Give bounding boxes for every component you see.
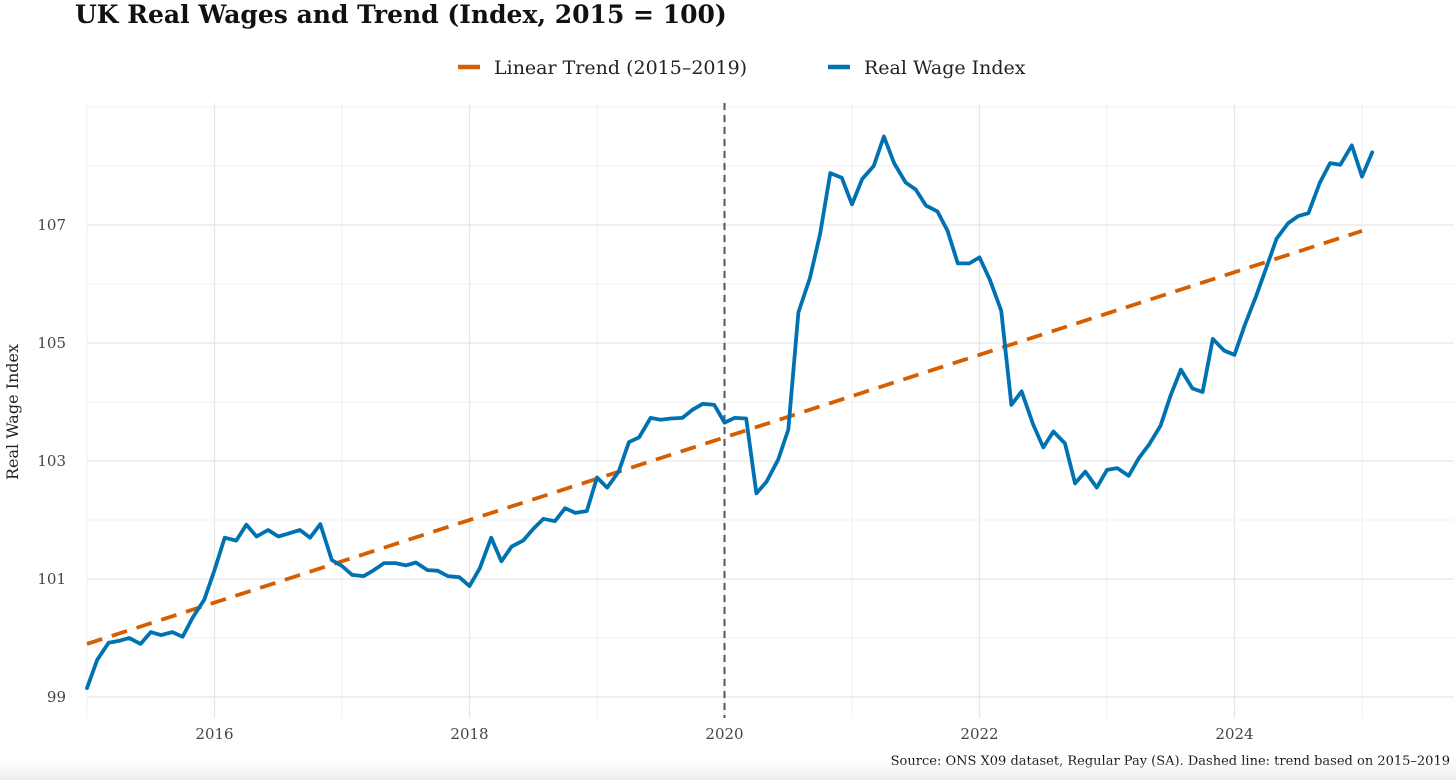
legend: Linear Trend (2015–2019) Real Wage Index <box>458 57 1026 79</box>
real-wage-index-line <box>85 134 1375 690</box>
x-tick-label-2022: 2022 <box>960 725 998 743</box>
chart-title: UK Real Wages and Trend (Index, 2015 = 1… <box>75 0 727 29</box>
y-tick-label-101: 101 <box>37 570 66 588</box>
series-lines <box>85 134 1375 690</box>
legend-label-0: Linear Trend (2015–2019) <box>494 57 747 79</box>
y-tick-label-99: 99 <box>47 688 66 706</box>
x-tick-label-2018: 2018 <box>450 725 488 743</box>
x-axis-ticks: 2016 2018 2020 2022 2024 <box>195 725 1253 743</box>
legend-label-1: Real Wage Index <box>864 57 1026 79</box>
y-axis-ticks: 99 101 103 105 107 <box>37 216 66 706</box>
grid-lines <box>86 103 1454 718</box>
chart-caption: Source: ONS X09 dataset, Regular Pay (SA… <box>890 754 1450 769</box>
y-axis-title: Real Wage Index <box>3 344 22 480</box>
y-tick-label-103: 103 <box>37 452 66 470</box>
y-tick-label-107: 107 <box>37 216 66 234</box>
y-tick-label-105: 105 <box>37 334 66 352</box>
x-tick-label-2020: 2020 <box>705 725 743 743</box>
x-tick-label-2016: 2016 <box>195 725 233 743</box>
x-tick-label-2024: 2024 <box>1215 725 1253 743</box>
trend-line <box>86 229 1363 646</box>
